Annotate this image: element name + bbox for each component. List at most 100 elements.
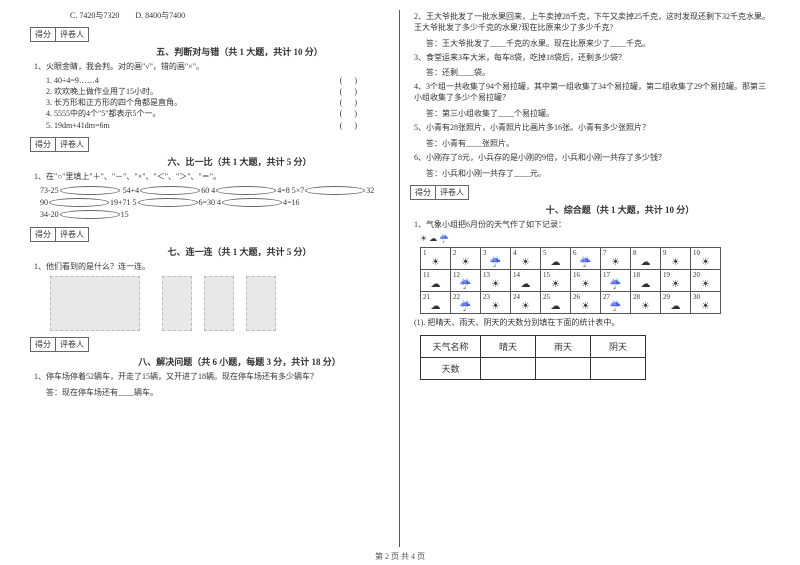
calendar-cell: 9☀ bbox=[661, 248, 691, 270]
stats-header: 天气名称 bbox=[421, 336, 481, 358]
s6-r2c3: 44=16 bbox=[217, 197, 300, 209]
s6-r2c2: 56=30 bbox=[133, 197, 216, 209]
scene-image bbox=[50, 276, 140, 331]
paren: ( ) bbox=[340, 120, 359, 131]
calendar-cell: 15☀ bbox=[541, 270, 571, 292]
s5-q1: 1、火眼金睛，我会判。对的画"√"，错的画"×"。 bbox=[34, 62, 389, 73]
section-10-title: 十、综合题（共 1 大题，共计 10 分） bbox=[470, 203, 770, 216]
s7-images bbox=[50, 276, 389, 331]
s7-q1: 1、他们看到的是什么？连一连。 bbox=[34, 262, 389, 273]
calendar-cell: 6☔ bbox=[571, 248, 601, 270]
view-image-3 bbox=[246, 276, 276, 331]
calendar-cell: 17☔ bbox=[601, 270, 631, 292]
calendar-cell: 26☀ bbox=[571, 292, 601, 314]
score-label: 得分 bbox=[30, 137, 56, 152]
paren: ( ) bbox=[340, 86, 359, 97]
stats-sunny: 晴天 bbox=[481, 336, 536, 358]
s10-task: (1). 把晴天、雨天、阴天的天数分别填在下面的统计表中。 bbox=[414, 318, 770, 329]
s6-row1: 73-25 54+460 44=8 5×732 bbox=[40, 185, 389, 197]
option-c: C. 7420与7320 bbox=[70, 11, 119, 20]
stats-blank[interactable] bbox=[536, 358, 591, 380]
score-box-5: 得分 评卷人 bbox=[30, 27, 389, 42]
option-line: C. 7420与7320 D. 8400与7400 bbox=[70, 10, 389, 21]
right-column: 2、王大爷批发了一批水果回来，上午卖掉28千克，下午又卖掉25千克，这时发现还剩… bbox=[400, 10, 780, 547]
section-8-title: 八、解决问题（共 6 小题，每题 3 分，共计 18 分） bbox=[90, 355, 389, 368]
stats-cloudy: 阴天 bbox=[591, 336, 646, 358]
stats-blank[interactable] bbox=[591, 358, 646, 380]
calendar-cell: 13☀ bbox=[481, 270, 511, 292]
grader-label: 评卷人 bbox=[56, 137, 89, 152]
s8-q4: 4、3个组一共收集了94个易拉罐，其中第一组收集了34个易拉罐，第二组收集了29… bbox=[414, 82, 770, 104]
weather-calendar: 1☀2☀3☔4☀5☁6☔7☀8☁9☀10☀11☁12☔13☀14☁15☀16☀1… bbox=[420, 247, 721, 314]
weather-legend: ☀ ☁ ☔ bbox=[420, 234, 760, 243]
s8-q5: 5、小青有28张照片，小青照片比画片多16张。小青有多少张照片？ bbox=[414, 123, 770, 134]
calendar-cell: 21☁ bbox=[421, 292, 451, 314]
score-box-8: 得分 评卷人 bbox=[30, 337, 389, 352]
s5-sub5: 5. 19dm+41dm=6m ( ) bbox=[46, 120, 389, 131]
s5-sub2: 2. 欢欢晚上做作业用了15小时。 ( ) bbox=[46, 86, 389, 97]
s8-q6: 6、小刚存了8元，小兵存的是小刚的9倍，小兵和小刚一共存了多少钱？ bbox=[414, 153, 770, 164]
calendar-cell: 3☔ bbox=[481, 248, 511, 270]
calendar-cell: 29☁ bbox=[661, 292, 691, 314]
left-column: C. 7420与7320 D. 8400与7400 得分 评卷人 五、判断对与错… bbox=[20, 10, 400, 547]
s8-a1: 答：现在停车场还有____辆车。 bbox=[46, 387, 389, 398]
calendar-cell: 12☔ bbox=[451, 270, 481, 292]
s6-r1c1: 73-25 bbox=[40, 185, 121, 197]
calendar-cell: 20☀ bbox=[691, 270, 721, 292]
s6-r1c4: 5×732 bbox=[292, 185, 375, 197]
calendar-cell: 18☁ bbox=[631, 270, 661, 292]
s5-sub4: 4. 5555中的4个"5"都表示5个一。 ( ) bbox=[46, 108, 389, 119]
s5-sub2-text: 2. 欢欢晚上做作业用了15小时。 bbox=[46, 86, 158, 97]
calendar-cell: 11☁ bbox=[421, 270, 451, 292]
score-label: 得分 bbox=[30, 227, 56, 242]
calendar-cell: 24☀ bbox=[511, 292, 541, 314]
s8-q3: 3、食堂运来3车大米，每车8袋，吃掉18袋后，还剩多少袋？ bbox=[414, 53, 770, 64]
s5-sub5-text: 5. 19dm+41dm=6m bbox=[46, 120, 110, 131]
option-d: D. 8400与7400 bbox=[135, 11, 185, 20]
calendar-cell: 27☔ bbox=[601, 292, 631, 314]
s6-r1c2: 54+460 bbox=[123, 185, 210, 197]
s6-r1c3: 44=8 bbox=[211, 185, 290, 197]
stats-blank[interactable] bbox=[481, 358, 536, 380]
score-box-10: 得分 评卷人 bbox=[410, 185, 770, 200]
score-box-7: 得分 评卷人 bbox=[30, 227, 389, 242]
calendar-cell: 8☁ bbox=[631, 248, 661, 270]
calendar-cell: 16☀ bbox=[571, 270, 601, 292]
s6-r2c1: 9019+71 bbox=[40, 197, 131, 209]
s5-sub1: 1. 40÷4=9……4( ) bbox=[46, 75, 389, 86]
calendar-cell: 2☀ bbox=[451, 248, 481, 270]
view-image-2 bbox=[204, 276, 234, 331]
score-label: 得分 bbox=[30, 27, 56, 42]
score-label: 得分 bbox=[30, 337, 56, 352]
s8-a6: 答：小兵和小刚一共存了____元。 bbox=[426, 168, 770, 179]
calendar-cell: 19☀ bbox=[661, 270, 691, 292]
s5-sub1-text: 1. 40÷4=9……4 bbox=[46, 75, 99, 86]
grader-label: 评卷人 bbox=[436, 185, 469, 200]
grader-label: 评卷人 bbox=[56, 227, 89, 242]
page-footer: 第 2 页 共 4 页 bbox=[0, 551, 800, 562]
score-box-6: 得分 评卷人 bbox=[30, 137, 389, 152]
paren: ( ) bbox=[340, 97, 359, 108]
calendar-cell: 5☁ bbox=[541, 248, 571, 270]
section-5-title: 五、判断对与错（共 1 大题，共计 10 分） bbox=[90, 45, 389, 58]
grader-label: 评卷人 bbox=[56, 27, 89, 42]
s8-a5: 答：小青有____张照片。 bbox=[426, 138, 770, 149]
section-6-title: 六、比一比（共 1 大题，共计 5 分） bbox=[90, 155, 389, 168]
s10-q1: 1、气象小组把6月份的天气作了如下记录： bbox=[414, 220, 770, 231]
s5-sub4-text: 4. 5555中的4个"5"都表示5个一。 bbox=[46, 108, 161, 119]
view-image-1 bbox=[162, 276, 192, 331]
calendar-cell: 14☁ bbox=[511, 270, 541, 292]
s8-a2: 答：王大爷批发了____千克的水果。现在比原来少了____千克。 bbox=[426, 38, 770, 49]
calendar-cell: 7☀ bbox=[601, 248, 631, 270]
s8-a3: 答：还剩____袋。 bbox=[426, 67, 770, 78]
calendar-cell: 28☀ bbox=[631, 292, 661, 314]
s8-a4: 答：第三小组收集了____个易拉罐。 bbox=[426, 108, 770, 119]
score-label: 得分 bbox=[410, 185, 436, 200]
s5-sub3: 3. 长方形和正方形的四个角都是直角。 ( ) bbox=[46, 97, 389, 108]
calendar-cell: 23☀ bbox=[481, 292, 511, 314]
calendar-cell: 4☀ bbox=[511, 248, 541, 270]
paren: ( ) bbox=[340, 108, 359, 119]
stats-rainy: 雨天 bbox=[536, 336, 591, 358]
s5-sub3-text: 3. 长方形和正方形的四个角都是直角。 bbox=[46, 97, 182, 108]
calendar-cell: 25☁ bbox=[541, 292, 571, 314]
